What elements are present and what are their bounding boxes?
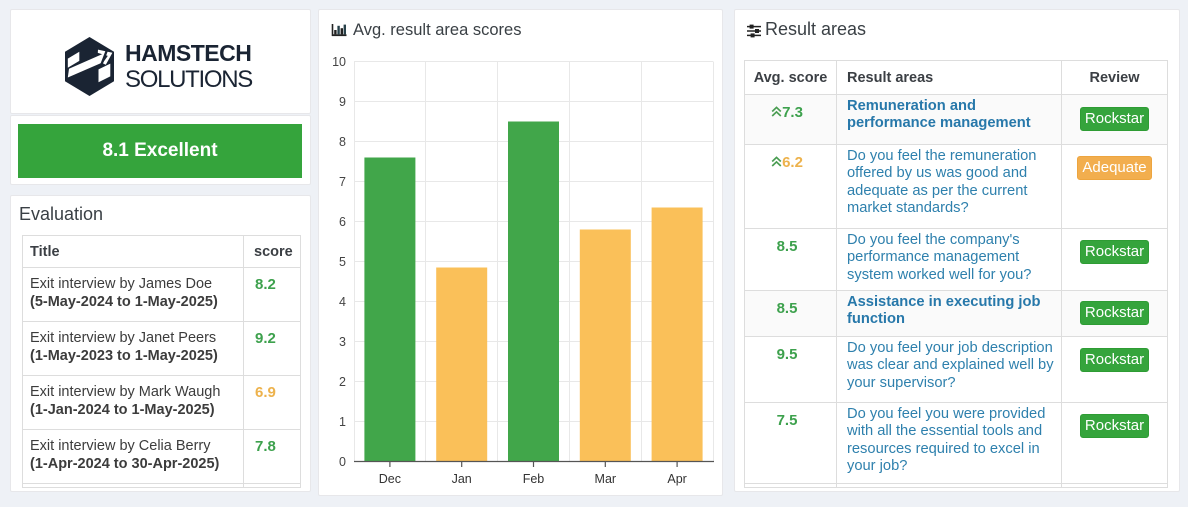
svg-text:0: 0 xyxy=(339,455,346,469)
svg-text:Jan: Jan xyxy=(452,472,472,486)
svg-text:5: 5 xyxy=(339,255,346,269)
svg-text:Feb: Feb xyxy=(523,472,545,486)
svg-text:3: 3 xyxy=(339,335,346,349)
svg-text:8: 8 xyxy=(339,135,346,149)
svg-text:9: 9 xyxy=(339,95,346,109)
svg-text:6: 6 xyxy=(339,215,346,229)
svg-text:2: 2 xyxy=(339,375,346,389)
svg-text:Apr: Apr xyxy=(667,472,686,486)
svg-text:10: 10 xyxy=(332,55,346,69)
svg-text:Mar: Mar xyxy=(595,472,617,486)
svg-text:Dec: Dec xyxy=(379,472,401,486)
svg-text:7: 7 xyxy=(339,175,346,189)
svg-text:4: 4 xyxy=(339,295,346,309)
svg-text:1: 1 xyxy=(339,415,346,429)
